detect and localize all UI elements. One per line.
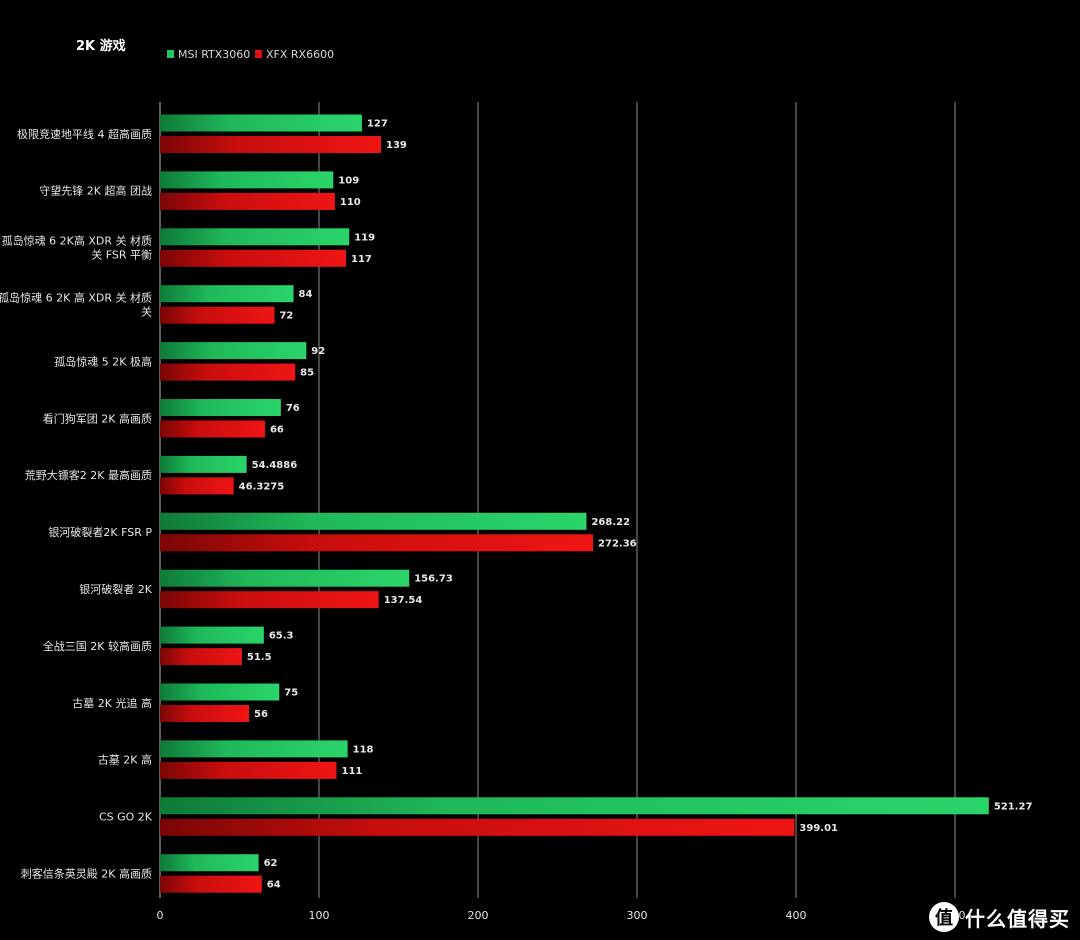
legend-label-1: XFX RX6600 bbox=[266, 48, 334, 61]
value-label-1-4: 85 bbox=[300, 368, 314, 379]
value-label-0-7: 268.22 bbox=[591, 517, 630, 528]
value-label-0-9: 65.3 bbox=[269, 631, 294, 642]
bar-0-5 bbox=[160, 399, 281, 416]
category-label-8: 银河破裂者 2K bbox=[79, 582, 152, 596]
value-label-0-13: 62 bbox=[264, 858, 278, 869]
bar-1-9 bbox=[160, 648, 242, 666]
value-label-1-11: 111 bbox=[341, 766, 362, 777]
watermark-badge-icon: 值 bbox=[929, 902, 959, 932]
bar-1-5 bbox=[160, 420, 265, 438]
bar-1-6 bbox=[160, 477, 234, 495]
category-label-12: CS GO 2K bbox=[99, 811, 153, 824]
value-label-0-2: 119 bbox=[354, 232, 375, 243]
bar-1-8 bbox=[160, 591, 379, 609]
legend-label-0: MSI RTX3060 bbox=[178, 48, 250, 61]
category-label-9: 全战三国 2K 较高画质 bbox=[43, 639, 152, 653]
category-label-0: 极限竞速地平线 4 超高画质 bbox=[17, 127, 152, 141]
bar-0-9 bbox=[160, 626, 264, 644]
value-label-0-0: 127 bbox=[367, 119, 388, 130]
watermark-text: 什么值得买 bbox=[965, 906, 1070, 931]
bar-0-7 bbox=[160, 512, 587, 530]
x-tick-label-300: 300 bbox=[627, 909, 648, 922]
bar-0-8 bbox=[160, 569, 410, 587]
legend-swatch-0 bbox=[167, 50, 174, 58]
category-label-4: 孤岛惊魂 5 2K 极高 bbox=[54, 354, 152, 368]
bar-0-2 bbox=[160, 228, 350, 246]
category-label-5: 看门狗军团 2K 高画质 bbox=[43, 411, 152, 425]
x-tick-label-100: 100 bbox=[309, 909, 330, 922]
x-tick-label-0: 0 bbox=[157, 909, 164, 922]
value-label-0-6: 54.4886 bbox=[252, 460, 298, 471]
bar-0-4 bbox=[160, 342, 307, 360]
x-axis-ticks: 0100200300400500 bbox=[157, 909, 966, 922]
value-label-1-7: 272.36 bbox=[598, 538, 637, 549]
bar-0-10 bbox=[160, 683, 280, 701]
value-label-1-12: 399.01 bbox=[799, 823, 838, 834]
value-label-1-9: 51.5 bbox=[247, 652, 272, 663]
value-label-0-8: 156.73 bbox=[414, 574, 453, 585]
value-label-0-5: 76 bbox=[286, 403, 300, 414]
bar-0-11 bbox=[160, 740, 348, 758]
value-label-0-1: 109 bbox=[338, 175, 359, 186]
bar-0-12 bbox=[160, 797, 989, 815]
value-label-1-13: 64 bbox=[267, 880, 281, 891]
bar-1-12 bbox=[160, 818, 795, 836]
value-label-0-3: 84 bbox=[299, 289, 313, 300]
bar-0-13 bbox=[160, 854, 259, 872]
x-tick-label-200: 200 bbox=[468, 909, 489, 922]
bar-1-1 bbox=[160, 192, 335, 210]
value-label-1-2: 117 bbox=[351, 254, 372, 265]
bar-0-1 bbox=[160, 171, 334, 189]
watermark: 值 什么值得买 bbox=[929, 902, 1070, 932]
bar-1-10 bbox=[160, 705, 250, 722]
category-label-2: 孤岛惊魂 6 2K高 XDR 关 材质关 FSR 平衡 bbox=[2, 234, 152, 262]
legend-swatch-1 bbox=[255, 50, 262, 58]
category-label-3: 孤岛惊魂 6 2K 高 XDR 关 材质关 bbox=[0, 290, 152, 318]
value-label-0-4: 92 bbox=[311, 346, 325, 357]
legend: MSI RTX3060 XFX RX6600 bbox=[167, 48, 334, 61]
category-label-7: 银河破裂者2K FSR P bbox=[48, 525, 152, 539]
category-label-10: 古墓 2K 光追 高 bbox=[72, 696, 152, 710]
value-label-1-0: 139 bbox=[386, 140, 407, 151]
value-label-1-3: 72 bbox=[279, 311, 293, 322]
value-label-1-5: 66 bbox=[270, 425, 284, 436]
bar-1-4 bbox=[160, 363, 296, 381]
x-tick-label-400: 400 bbox=[786, 909, 807, 922]
value-label-0-11: 118 bbox=[353, 744, 374, 755]
bar-1-13 bbox=[160, 875, 262, 893]
bar-0-3 bbox=[160, 285, 294, 303]
value-label-0-12: 521.27 bbox=[994, 801, 1033, 812]
bar-1-3 bbox=[160, 306, 275, 324]
value-label-1-6: 46.3275 bbox=[239, 481, 285, 492]
bar-1-0 bbox=[160, 136, 382, 153]
value-label-1-10: 56 bbox=[254, 709, 268, 720]
bar-1-2 bbox=[160, 249, 347, 267]
bar-0-6 bbox=[160, 455, 247, 473]
value-label-0-10: 75 bbox=[284, 688, 298, 699]
value-label-1-1: 110 bbox=[340, 197, 361, 208]
category-label-6: 荒野大镖客2 2K 最高画质 bbox=[25, 468, 152, 482]
category-label-1: 守望先锋 2K 超高 团战 bbox=[39, 184, 152, 198]
bar-1-7 bbox=[160, 534, 594, 552]
value-label-1-8: 137.54 bbox=[384, 595, 423, 606]
category-label-11: 古墓 2K 高 bbox=[98, 753, 152, 767]
chart-title: 2K 游戏 bbox=[76, 38, 126, 54]
category-label-13: 刺客信条英灵殿 2K 高画质 bbox=[21, 866, 152, 880]
bar-0-0 bbox=[160, 114, 362, 132]
bar-1-11 bbox=[160, 761, 337, 779]
